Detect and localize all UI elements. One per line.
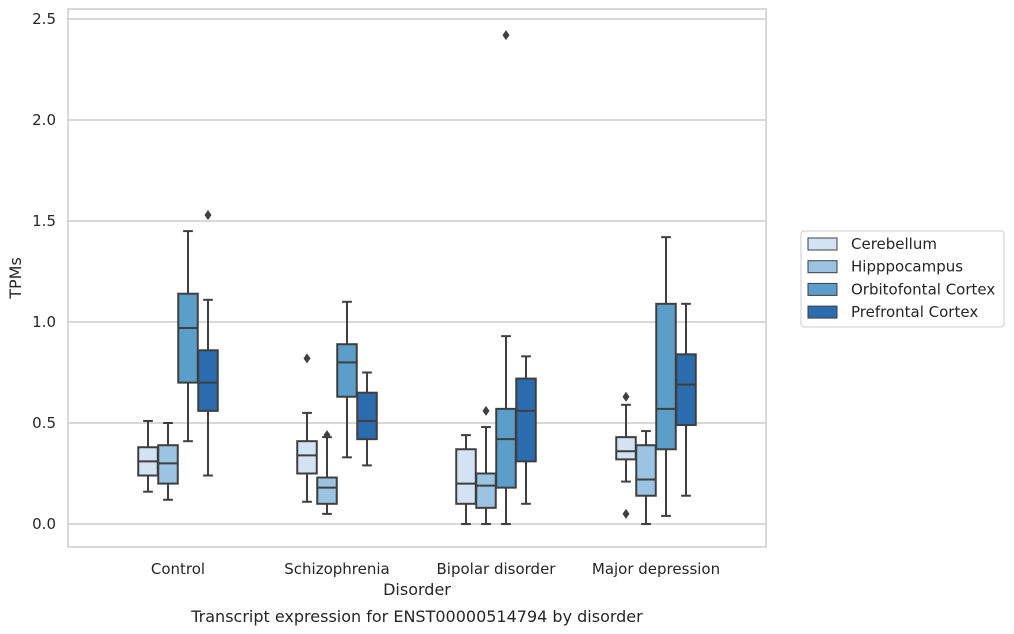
y-axis-title: TPMs bbox=[6, 257, 25, 300]
legend-label: Hipppocampus bbox=[851, 258, 963, 276]
outlier-point bbox=[204, 209, 212, 220]
legend-swatch bbox=[807, 260, 838, 274]
box-cerebellum-bipolar-disorder bbox=[455, 434, 477, 525]
box-prefrontal-cortex-major-depression bbox=[675, 302, 697, 497]
box-iqr bbox=[615, 436, 637, 461]
outlier-point bbox=[502, 30, 510, 41]
y-tick-label: 2.5 bbox=[32, 10, 56, 28]
x-tick-label: Control bbox=[151, 560, 205, 578]
boxes bbox=[137, 30, 697, 525]
y-tick-label: 0.0 bbox=[32, 515, 56, 533]
y-tick-label: 0.5 bbox=[32, 414, 56, 432]
box-iqr bbox=[655, 302, 677, 451]
box-cerebellum-major-depression bbox=[615, 391, 637, 519]
legend-label: Cerebellum bbox=[851, 235, 937, 253]
legend-label: Orbitofontal Cortex bbox=[851, 280, 995, 298]
box-prefrontal-cortex-schizophrenia bbox=[356, 371, 378, 467]
box-iqr bbox=[356, 391, 378, 441]
box-cerebellum-control bbox=[137, 419, 159, 493]
box-iqr bbox=[177, 292, 199, 384]
outlier-point bbox=[482, 405, 490, 416]
box-iqr bbox=[635, 444, 657, 497]
box-iqr bbox=[157, 444, 179, 485]
outlier-point bbox=[622, 391, 630, 402]
box-hipppocampus-bipolar-disorder bbox=[475, 405, 497, 525]
box-iqr bbox=[675, 353, 697, 427]
y-tick-labels: 0.0 0.5 1.0 1.5 2.0 2.5 bbox=[32, 10, 56, 533]
box-iqr bbox=[197, 349, 219, 412]
y-tick-label: 1.5 bbox=[32, 212, 56, 230]
box-prefrontal-cortex-control bbox=[197, 209, 219, 477]
legend-swatch bbox=[807, 305, 838, 319]
box-iqr bbox=[495, 407, 517, 489]
outlier-point bbox=[323, 430, 331, 441]
box-iqr bbox=[296, 440, 318, 475]
box-iqr bbox=[316, 476, 338, 505]
x-tick-label: Bipolar disorder bbox=[437, 560, 557, 578]
box-orbitofontal-cortex-major-depression bbox=[655, 236, 677, 517]
legend-swatch bbox=[807, 237, 838, 251]
box-orbitofontal-cortex-schizophrenia bbox=[336, 300, 358, 459]
y-tick-label: 2.0 bbox=[32, 111, 56, 129]
x-tick-labels: Control Schizophrenia Bipolar disorder Majo… bbox=[151, 560, 720, 578]
y-tick-label: 1.0 bbox=[32, 313, 56, 331]
box-hipppocampus-control bbox=[157, 422, 179, 501]
outlier-point bbox=[622, 508, 630, 519]
box-hipppocampus-major-depression bbox=[635, 430, 657, 525]
box-iqr bbox=[515, 377, 537, 463]
box-iqr bbox=[336, 343, 358, 398]
box-hipppocampus-schizophrenia bbox=[316, 430, 338, 515]
x-tick-label: Schizophrenia bbox=[284, 560, 389, 578]
box-iqr bbox=[475, 472, 497, 509]
x-tick-label: Major depression bbox=[592, 560, 720, 578]
box-orbitofontal-cortex-bipolar-disorder bbox=[495, 30, 517, 525]
box-iqr bbox=[455, 448, 477, 505]
legend: Cerebellum Hipppocampus Orbitofontal Corte… bbox=[800, 230, 1005, 328]
chart-caption: Transcript expression for ENST0000051479… bbox=[190, 607, 643, 626]
box-orbitofontal-cortex-control bbox=[177, 230, 199, 443]
plot-frame bbox=[67, 8, 767, 548]
x-axis-title: Disorder bbox=[383, 580, 451, 599]
legend-swatch bbox=[807, 282, 838, 296]
box-cerebellum-schizophrenia bbox=[296, 353, 318, 503]
box-prefrontal-cortex-bipolar-disorder bbox=[515, 355, 537, 505]
legend-label: Prefrontal Cortex bbox=[851, 303, 978, 321]
legend-frame bbox=[800, 230, 1005, 328]
outlier-point bbox=[303, 353, 311, 364]
